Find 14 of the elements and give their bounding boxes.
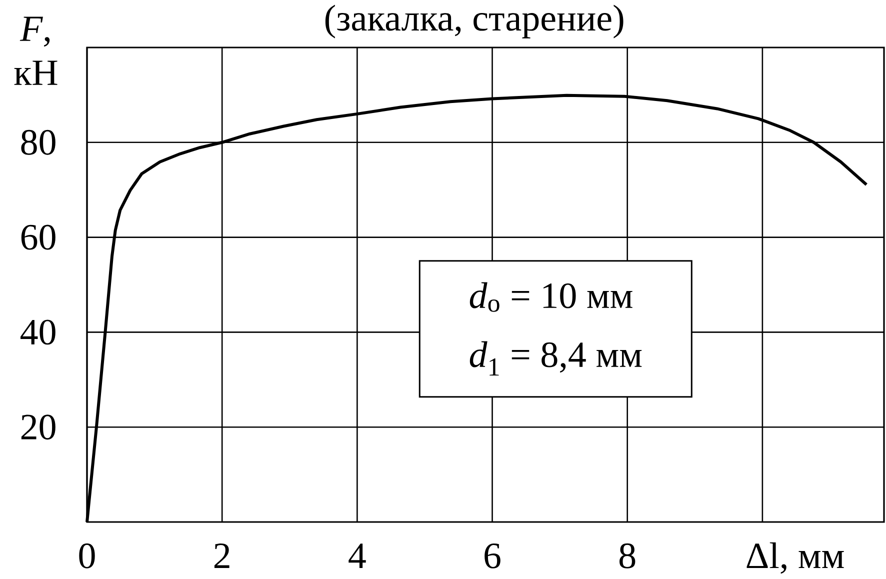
y-tick-label: 40 (20, 320, 56, 345)
y-tick-label: 80 (21, 130, 56, 155)
x-tick-label: 0 (79, 543, 95, 568)
x-tick-label: 6 (484, 544, 500, 568)
chart-title: (закалка, старение) (325, 4, 624, 38)
x-tick-label: 8 (620, 543, 636, 568)
y-axis-title: F, кН (14, 16, 58, 85)
annotation: d$_{1}$ = 8,4 мм (470, 341, 642, 376)
y-tick-label: 20 (21, 414, 56, 440)
x-axis-title: Δl, мм (746, 542, 844, 574)
x-tick-label: 2 (214, 544, 230, 568)
y-tick-label: 60 (21, 224, 56, 250)
x-tick-label: 4 (348, 544, 366, 568)
annotation: d$_{o}$ = 10 мм (470, 282, 632, 312)
